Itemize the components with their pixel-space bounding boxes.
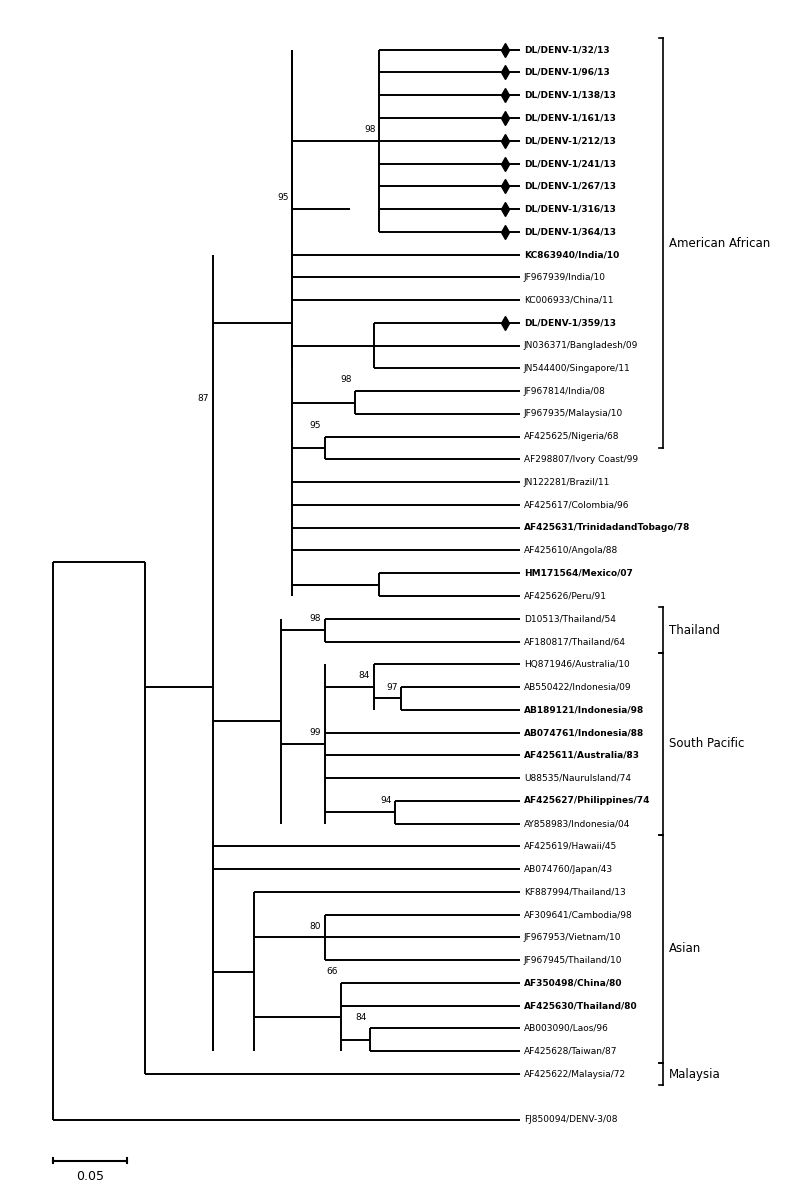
Text: DL/DENV-1/241/13: DL/DENV-1/241/13 [524, 159, 616, 168]
Text: DL/DENV-1/32/13: DL/DENV-1/32/13 [524, 45, 610, 54]
Text: U88535/NauruIsland/74: U88535/NauruIsland/74 [524, 774, 631, 783]
Text: 99: 99 [310, 728, 321, 737]
Text: AF180817/Thailand/64: AF180817/Thailand/64 [524, 637, 626, 646]
Text: KF887994/Thailand/13: KF887994/Thailand/13 [524, 887, 626, 896]
Text: AF425610/Angola/88: AF425610/Angola/88 [524, 546, 619, 555]
Text: 98: 98 [310, 614, 321, 623]
Text: 0.05: 0.05 [76, 1169, 104, 1182]
Text: JN544400/Singapore/11: JN544400/Singapore/11 [524, 364, 630, 373]
Text: 84: 84 [359, 671, 370, 681]
Text: 87: 87 [198, 393, 210, 403]
Text: DL/DENV-1/359/13: DL/DENV-1/359/13 [524, 318, 616, 328]
Text: 95: 95 [277, 193, 289, 203]
Text: AF425626/Peru/91: AF425626/Peru/91 [524, 591, 607, 601]
Text: DL/DENV-1/267/13: DL/DENV-1/267/13 [524, 181, 616, 191]
Text: AF350498/China/80: AF350498/China/80 [524, 979, 623, 987]
Text: AF298807/Ivory Coast/99: AF298807/Ivory Coast/99 [524, 455, 638, 464]
Text: AB550422/Indonesia/09: AB550422/Indonesia/09 [524, 683, 631, 691]
Text: AF425611/Australia/83: AF425611/Australia/83 [524, 751, 640, 759]
Text: AB074761/Indonesia/88: AB074761/Indonesia/88 [524, 728, 644, 737]
Text: KC006933/China/11: KC006933/China/11 [524, 296, 614, 305]
Text: 95: 95 [310, 421, 321, 430]
Text: AF425619/Hawaii/45: AF425619/Hawaii/45 [524, 842, 617, 851]
Text: JN122281/Brazil/11: JN122281/Brazil/11 [524, 478, 611, 486]
Text: JF967814/India/08: JF967814/India/08 [524, 386, 606, 396]
Text: South Pacific: South Pacific [669, 738, 744, 751]
Text: Malaysia: Malaysia [669, 1068, 721, 1080]
Text: 66: 66 [326, 967, 338, 976]
Text: DL/DENV-1/96/13: DL/DENV-1/96/13 [524, 68, 610, 77]
Text: DL/DENV-1/316/13: DL/DENV-1/316/13 [524, 205, 616, 213]
Text: D10513/Thailand/54: D10513/Thailand/54 [524, 614, 616, 623]
Text: HM171564/Mexico/07: HM171564/Mexico/07 [524, 569, 633, 578]
Text: 94: 94 [380, 796, 392, 806]
Text: AF425625/Nigeria/68: AF425625/Nigeria/68 [524, 433, 619, 441]
Text: JN036371/Bangladesh/09: JN036371/Bangladesh/09 [524, 341, 638, 350]
Text: DL/DENV-1/161/13: DL/DENV-1/161/13 [524, 113, 616, 123]
Text: AF425630/Thailand/80: AF425630/Thailand/80 [524, 1001, 638, 1011]
Text: AY858983/Indonesia/04: AY858983/Indonesia/04 [524, 819, 630, 828]
Text: 98: 98 [364, 125, 376, 134]
Text: AB003090/Laos/96: AB003090/Laos/96 [524, 1024, 609, 1033]
Text: FJ850094/DENV-3/08: FJ850094/DENV-3/08 [524, 1115, 618, 1124]
Text: 84: 84 [356, 1013, 367, 1022]
Text: DL/DENV-1/212/13: DL/DENV-1/212/13 [524, 136, 616, 145]
Text: JF967945/Thailand/10: JF967945/Thailand/10 [524, 956, 623, 964]
Text: AF425622/Malaysia/72: AF425622/Malaysia/72 [524, 1069, 626, 1079]
Text: AF309641/Cambodia/98: AF309641/Cambodia/98 [524, 911, 633, 919]
Text: American African: American African [669, 237, 770, 249]
Text: AF425627/Philippines/74: AF425627/Philippines/74 [524, 796, 650, 806]
Text: AF425628/Taiwan/87: AF425628/Taiwan/87 [524, 1047, 618, 1056]
Text: Thailand: Thailand [669, 623, 720, 637]
Text: Asian: Asian [669, 943, 702, 955]
Text: 97: 97 [386, 683, 397, 691]
Text: HQ871946/Australia/10: HQ871946/Australia/10 [524, 660, 630, 669]
Text: AB074760/Japan/43: AB074760/Japan/43 [524, 864, 613, 874]
Text: JF967935/Malaysia/10: JF967935/Malaysia/10 [524, 409, 623, 418]
Text: 98: 98 [340, 375, 352, 384]
Text: AF425631/TrinidadandTobago/78: AF425631/TrinidadandTobago/78 [524, 523, 691, 532]
Text: KC863940/India/10: KC863940/India/10 [524, 250, 619, 259]
Text: 80: 80 [310, 921, 321, 931]
Text: AF425617/Colombia/96: AF425617/Colombia/96 [524, 501, 630, 509]
Text: AB189121/Indonesia/98: AB189121/Indonesia/98 [524, 706, 644, 714]
Text: DL/DENV-1/364/13: DL/DENV-1/364/13 [524, 228, 616, 236]
Text: JF967953/Vietnam/10: JF967953/Vietnam/10 [524, 933, 622, 942]
Text: DL/DENV-1/138/13: DL/DENV-1/138/13 [524, 91, 616, 100]
Text: JF967939/India/10: JF967939/India/10 [524, 273, 606, 281]
